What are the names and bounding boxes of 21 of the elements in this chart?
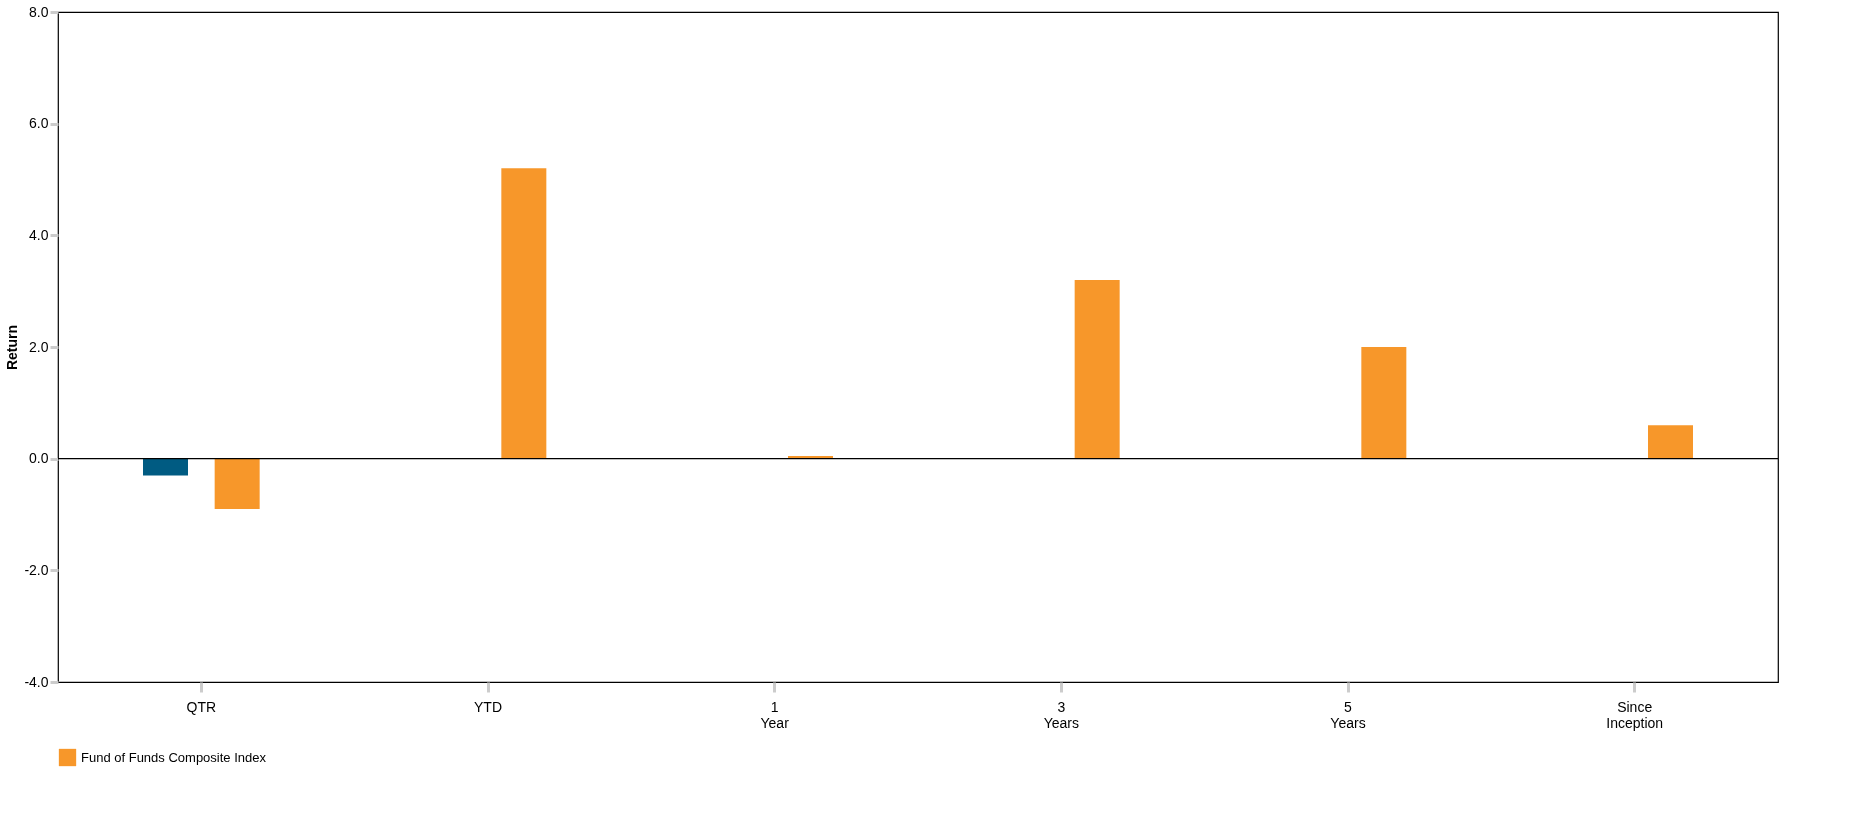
y-axis-title: Return [4,324,21,371]
y-tick-label: 8.0 [29,3,49,20]
y-tick-label: -4.0 [24,673,49,690]
bar [1648,425,1693,459]
x-tick-label: QTR [186,698,217,715]
bar [214,458,260,509]
y-tick-label: -2.0 [24,561,49,578]
x-tick-label: YTD [474,698,502,715]
bar [1074,280,1120,459]
y-tick-label: 2.0 [29,338,49,355]
x-tick-label: 5 Years [1330,698,1366,731]
x-tick-label: 1 Year [760,698,790,731]
legend-label: Fund of Funds Composite Index [81,749,267,765]
y-tick-label: 6.0 [29,115,49,132]
y-tick-label: 0.0 [29,450,49,467]
bar [501,168,547,459]
x-tick-label: Since Inception [1606,698,1664,731]
y-tick-label: 4.0 [29,226,49,243]
bar [143,458,188,476]
bar [1361,347,1407,459]
x-tick-label: 3 Years [1043,698,1079,731]
